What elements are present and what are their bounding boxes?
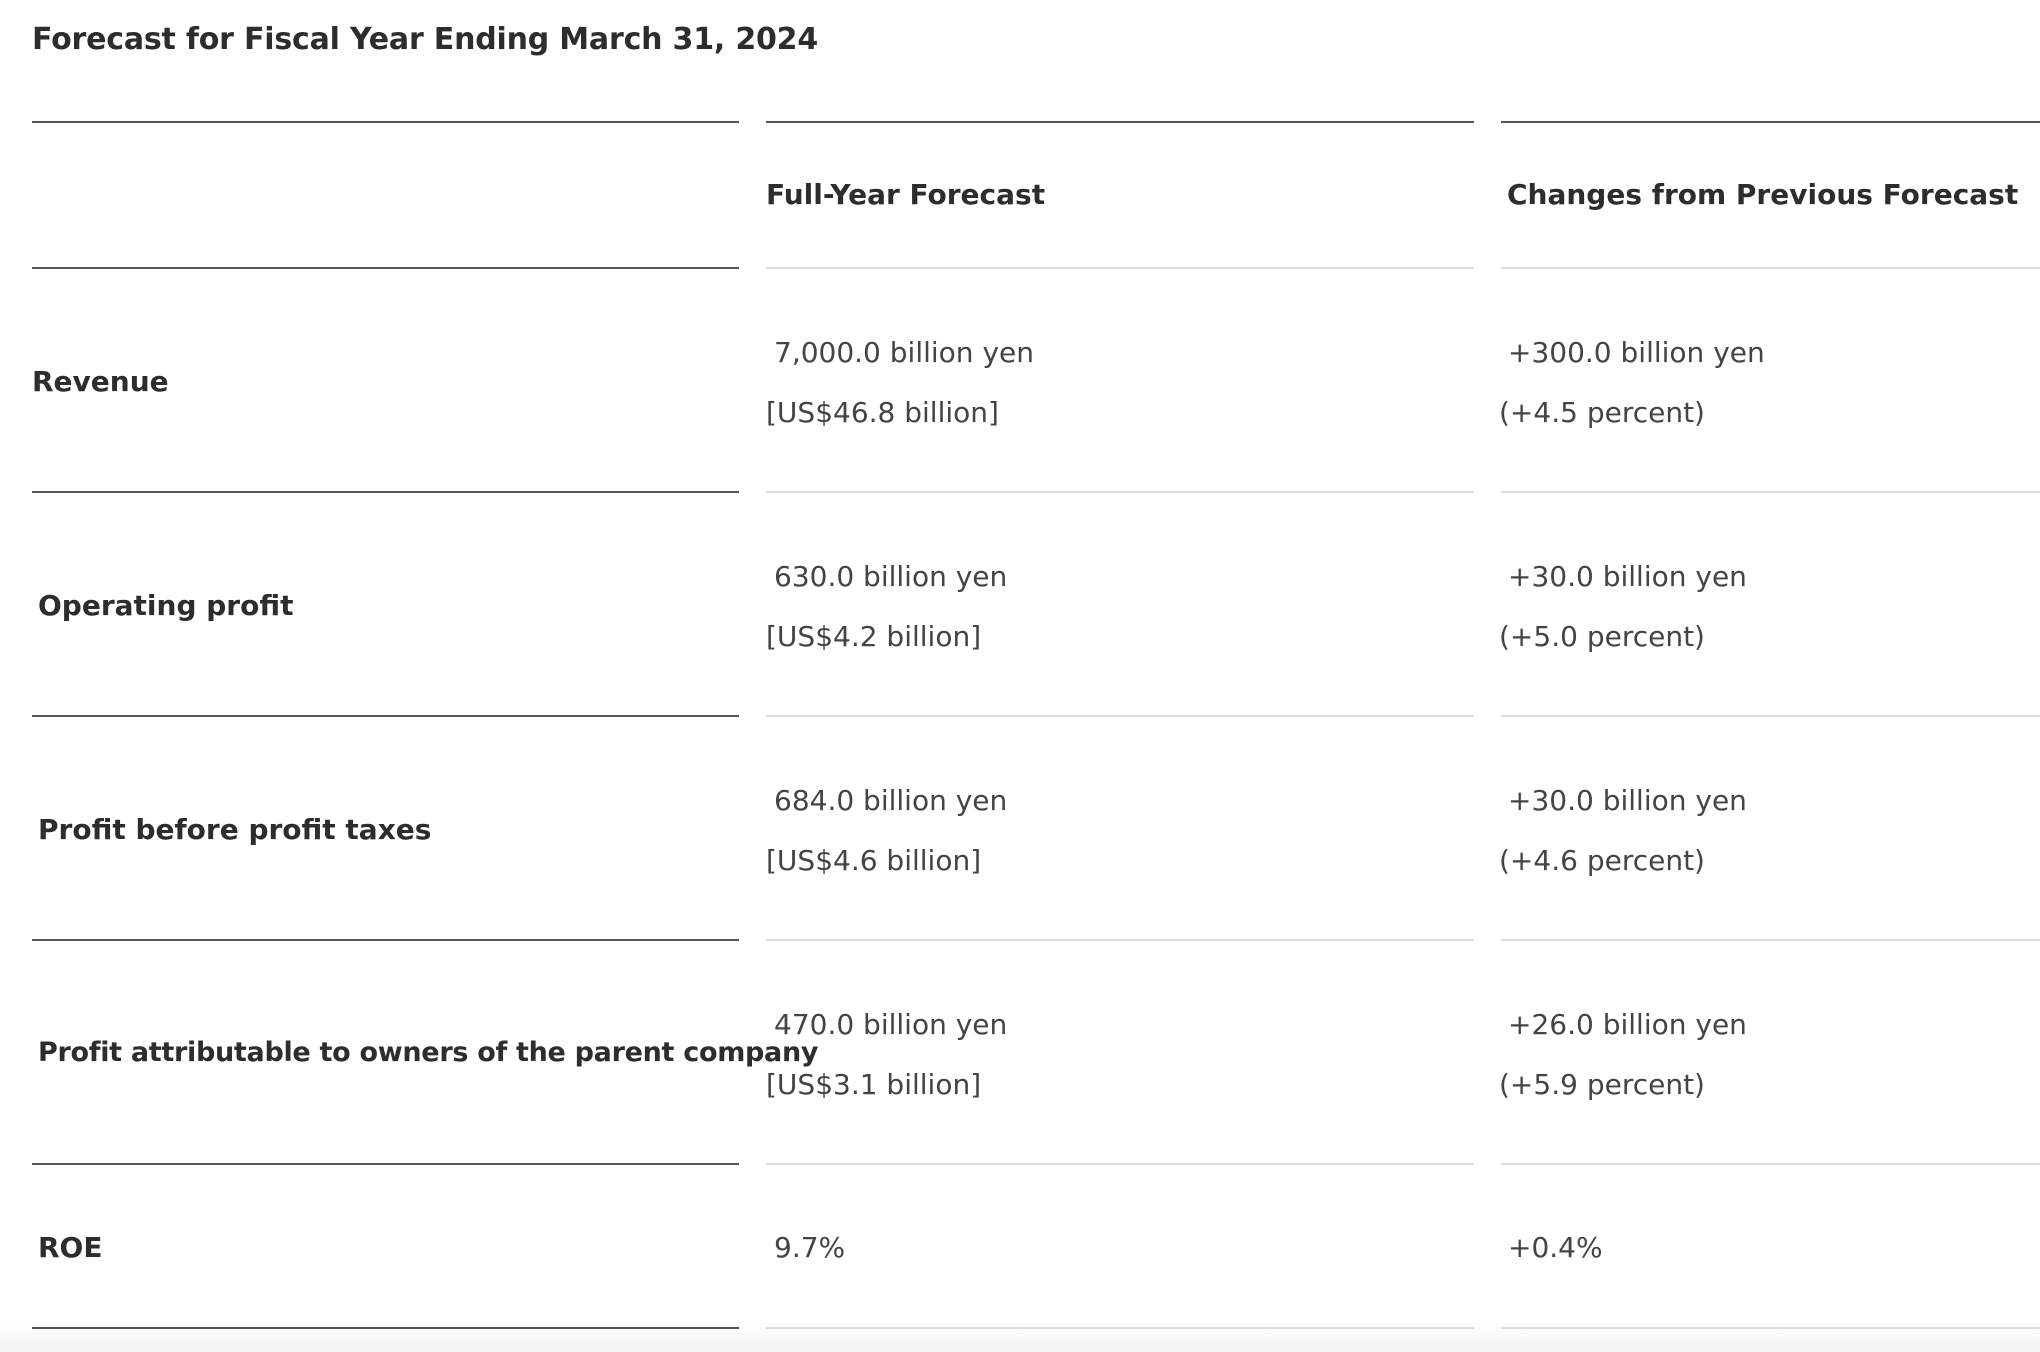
operating-profit-forecast-yen: 630.0 billion yen (774, 560, 1008, 593)
row-label-revenue: Revenue (32, 365, 169, 398)
operating-profit-change-pct: (+5.0 percent) (1499, 620, 1705, 653)
header-top-rule-forecast (766, 121, 1474, 123)
row-rule-label (32, 1163, 739, 1165)
revenue-forecast-usd: [US$46.8 billion] (766, 396, 999, 429)
row-rule-forecast (766, 939, 1474, 941)
column-header-changes: Changes from Previous Forecast (1507, 178, 2019, 211)
row-rule-label (32, 1327, 739, 1329)
roe-forecast: 9.7% (774, 1231, 846, 1264)
row-rule-changes (1501, 715, 2040, 717)
revenue-forecast-yen: 7,000.0 billion yen (774, 336, 1034, 369)
header-top-rule-changes (1501, 121, 2040, 123)
header-top-rule-label (32, 121, 739, 123)
roe-change: +0.4% (1508, 1231, 1603, 1264)
row-rule-changes (1501, 491, 2040, 493)
profit-attributable-forecast-usd: [US$3.1 billion] (766, 1068, 982, 1101)
profit-before-taxes-forecast-yen: 684.0 billion yen (774, 784, 1008, 817)
row-label-operating-profit: Operating profit (38, 589, 294, 622)
revenue-change-pct: (+4.5 percent) (1499, 396, 1705, 429)
row-rule-forecast (766, 1327, 1474, 1329)
revenue-change-yen: +300.0 billion yen (1508, 336, 1765, 369)
header-bottom-rule-label (32, 267, 739, 269)
row-rule-forecast (766, 715, 1474, 717)
profit-before-taxes-change-yen: +30.0 billion yen (1508, 784, 1747, 817)
row-label-profit-before-taxes: Profit before profit taxes (38, 813, 432, 846)
header-bottom-rule-changes (1501, 267, 2040, 269)
row-rule-label (32, 939, 739, 941)
profit-attributable-change-yen: +26.0 billion yen (1508, 1008, 1747, 1041)
row-rule-label (32, 715, 739, 717)
row-label-profit-attributable: Profit attributable to owners of the par… (38, 1037, 819, 1068)
row-rule-changes (1501, 1327, 2040, 1329)
row-rule-forecast (766, 1163, 1474, 1165)
operating-profit-change-yen: +30.0 billion yen (1508, 560, 1747, 593)
row-rule-changes (1501, 1163, 2040, 1165)
profit-attributable-forecast-yen: 470.0 billion yen (774, 1008, 1008, 1041)
profit-before-taxes-change-pct: (+4.6 percent) (1499, 844, 1705, 877)
row-rule-label (32, 491, 739, 493)
row-label-roe: ROE (38, 1231, 103, 1264)
profit-before-taxes-forecast-usd: [US$4.6 billion] (766, 844, 982, 877)
row-rule-forecast (766, 491, 1474, 493)
page-title: Forecast for Fiscal Year Ending March 31… (32, 22, 819, 57)
header-bottom-rule-forecast (766, 267, 1474, 269)
row-rule-changes (1501, 939, 2040, 941)
column-header-full-year: Full-Year Forecast (766, 178, 1046, 211)
profit-attributable-change-pct: (+5.9 percent) (1499, 1068, 1705, 1101)
operating-profit-forecast-usd: [US$4.2 billion] (766, 620, 982, 653)
